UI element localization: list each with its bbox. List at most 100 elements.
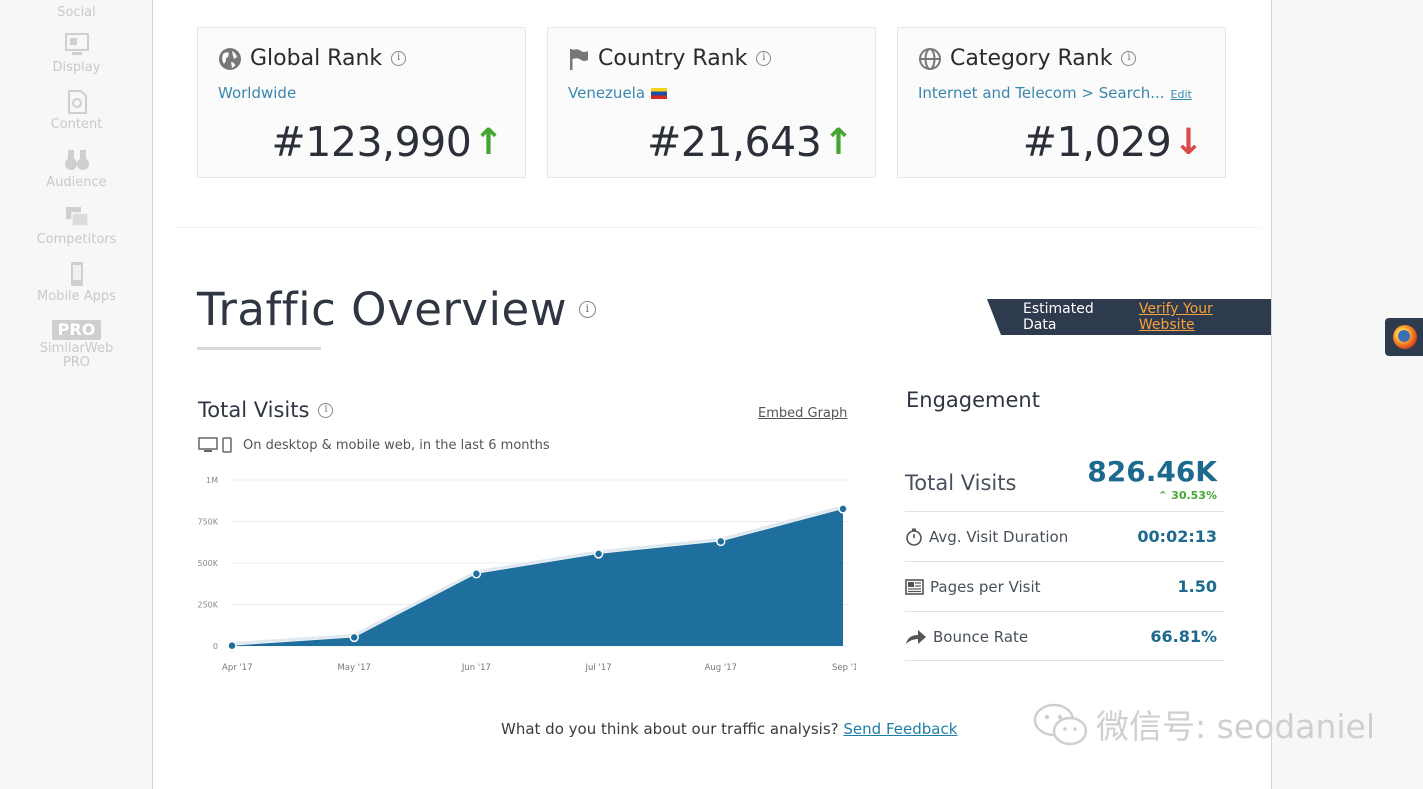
category-rank-card: Category Rank i Internet and Telecom > S… — [897, 27, 1226, 178]
sidebar: Social Display Content Audience Competit… — [0, 0, 153, 789]
sidebar-item-label: Content — [50, 117, 103, 132]
mobile-icon — [70, 262, 83, 286]
engagement-total-visits-change: ⌃ 30.53% — [1158, 489, 1217, 502]
info-icon[interactable]: i — [318, 402, 334, 418]
x-tick-label: May '17 — [337, 663, 370, 673]
flag-icon — [570, 48, 588, 70]
engagement-total-visits-label: Total Visits — [905, 471, 1017, 495]
feedback-question: What do you think about our traffic anal… — [501, 720, 839, 738]
send-feedback-link[interactable]: Send Feedback — [843, 720, 958, 738]
engagement-title: Engagement — [906, 388, 1040, 412]
sidebar-item-audience[interactable]: Audience — [0, 147, 153, 190]
watermark-text: 微信号: seodaniel — [1096, 707, 1376, 746]
info-icon[interactable]: i — [756, 51, 772, 66]
sidebar-item-competitors[interactable]: Competitors — [0, 204, 153, 247]
data-point — [471, 569, 482, 579]
total-visits-heading: Total Visits i — [198, 398, 334, 422]
binoculars-icon — [64, 150, 89, 170]
x-tick-label: Aug '17 — [705, 663, 737, 673]
trend-up-icon: ↑ — [473, 121, 503, 163]
mobile-device-icon — [222, 437, 232, 453]
metric-value: 1.50 — [1177, 577, 1217, 596]
sidebar-item-label: Display — [52, 60, 101, 75]
trend-down-icon: ↓ — [1173, 121, 1203, 163]
sidebar-item-label: SimilarWeb — [39, 341, 114, 356]
y-tick-label: 500K — [197, 559, 218, 568]
country-rank-scope[interactable]: Venezuela — [568, 84, 668, 102]
data-point — [838, 504, 848, 514]
globe-icon — [219, 47, 241, 70]
edit-category-link[interactable]: Edit — [1170, 88, 1192, 101]
stopwatch-icon — [906, 528, 922, 546]
feedback-prompt: What do you think about our traffic anal… — [501, 720, 957, 738]
sidebar-item-mobile-apps[interactable]: Mobile Apps — [0, 261, 153, 304]
total-visits-description: On desktop & mobile web, in the last 6 m… — [243, 437, 550, 453]
y-tick-label: 750K — [197, 518, 218, 527]
desktop-icon — [198, 437, 218, 452]
section-divider — [175, 227, 1260, 228]
right-gutter — [1271, 0, 1423, 789]
sidebar-item-social[interactable]: Social — [0, 5, 153, 20]
x-tick-label: Sep '17 — [832, 663, 856, 673]
global-rank-number: #123,990 — [271, 118, 472, 166]
category-globe-icon — [919, 47, 941, 70]
data-point — [349, 632, 359, 643]
change-up-icon: ⌃ — [1158, 489, 1168, 502]
global-rank-title: Global Rank — [250, 46, 383, 71]
x-tick-label: Jun '17 — [461, 663, 491, 673]
metric-label: Avg. Visit Duration — [929, 527, 1069, 546]
estimated-data-label: Estimated Data — [1023, 301, 1094, 333]
data-point — [227, 640, 237, 651]
embed-graph-link[interactable]: Embed Graph — [758, 406, 848, 421]
y-tick-label: 0 — [213, 642, 218, 651]
venezuela-flag-icon — [651, 88, 668, 99]
total-visits-chart: 0 250K 500K 750K 1M Apr '17 May '17 Jun '17 Jul … — [197, 476, 856, 673]
avg-visit-duration-row: Avg. Visit Duration 00:02:13 — [905, 511, 1224, 561]
y-tick-label: 1M — [206, 476, 218, 485]
category-rank-title: Category Rank — [950, 46, 1113, 71]
metric-label: Bounce Rate — [933, 627, 1029, 646]
info-icon[interactable]: i — [391, 51, 407, 66]
content-icon — [67, 90, 87, 114]
sidebar-item-content[interactable]: Content — [0, 89, 153, 132]
category-rank-scope: Internet and Telecom > Search... Edit — [918, 84, 1192, 102]
total-visits-subtitle: On desktop & mobile web, in the last 6 m… — [198, 437, 550, 453]
sidebar-item-label: Mobile Apps — [37, 289, 116, 304]
country-name: Venezuela — [568, 84, 646, 102]
sidebar-item-label: Competitors — [36, 232, 117, 247]
firefox-extension-button[interactable] — [1385, 318, 1423, 356]
data-point — [716, 536, 726, 547]
sidebar-item-pro[interactable]: PRO SimilarWeb PRO — [0, 320, 153, 370]
country-rank-number: #21,643 — [647, 118, 822, 166]
title-underline — [197, 347, 321, 350]
country-rank-title: Country Rank — [598, 46, 748, 71]
global-rank-card: Global Rank i Worldwide #123,990 ↑ — [197, 27, 526, 178]
traffic-overview-heading: Traffic Overview i — [197, 283, 597, 336]
sidebar-item-display[interactable]: Display — [0, 32, 153, 75]
y-tick-label: 250K — [197, 601, 218, 610]
info-icon[interactable]: i — [579, 301, 597, 318]
engagement-bottom-divider — [905, 660, 1224, 661]
info-icon[interactable]: i — [1121, 51, 1137, 66]
sidebar-item-label: Social — [57, 5, 96, 20]
bounce-arrow-icon — [906, 629, 926, 644]
sidebar-item-label: Audience — [46, 175, 107, 190]
trend-up-icon: ↑ — [823, 121, 853, 163]
pro-badge: PRO — [51, 320, 102, 340]
visits-area — [232, 508, 843, 646]
category-rank-value: #1,029 ↓ — [1023, 118, 1204, 166]
pages-icon — [905, 578, 924, 595]
competitors-icon — [65, 207, 89, 227]
firefox-icon — [1393, 325, 1417, 349]
page-title: Traffic Overview — [197, 283, 568, 336]
global-rank-scope[interactable]: Worldwide — [218, 84, 297, 102]
pages-per-visit-row: Pages per Visit 1.50 — [905, 561, 1224, 611]
visits-line — [231, 505, 844, 646]
verify-website-link[interactable]: Verify Your Website — [1138, 301, 1213, 333]
category-name[interactable]: Internet and Telecom > Search... — [918, 84, 1165, 102]
total-visits-title: Total Visits — [198, 398, 310, 422]
metric-value: 00:02:13 — [1137, 527, 1217, 546]
metric-value: 66.81% — [1150, 627, 1217, 646]
country-rank-card: Country Rank i Venezuela #21,643 ↑ — [547, 27, 876, 178]
sidebar-item-label: PRO — [62, 355, 91, 370]
